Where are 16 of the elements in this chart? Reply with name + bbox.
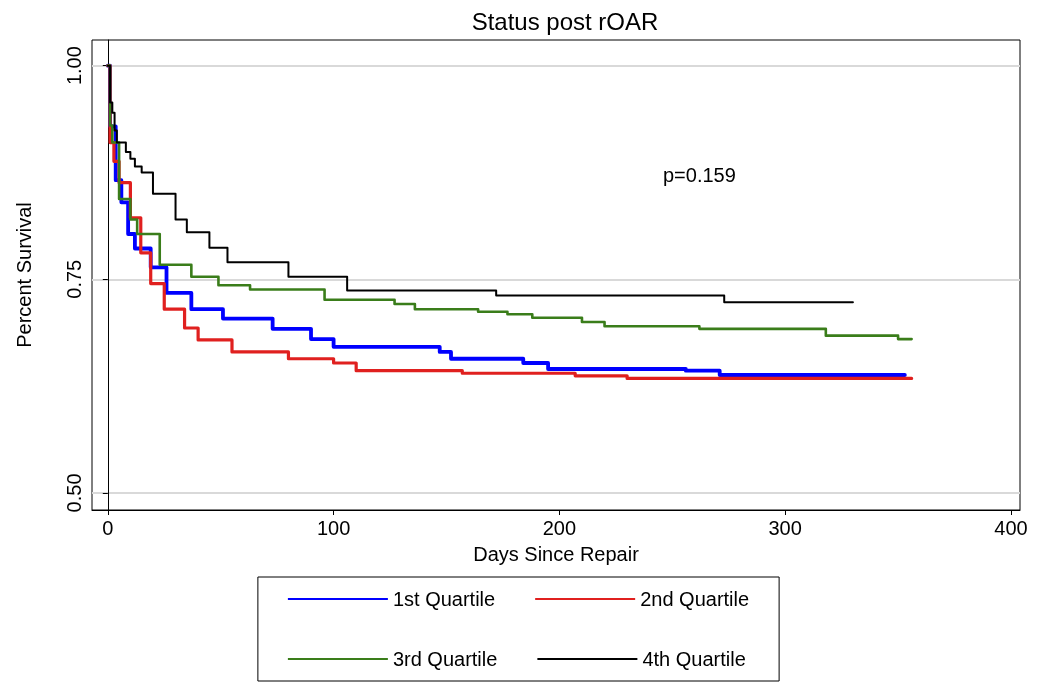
x-tick-label: 0 (102, 517, 114, 539)
y-tick-label: 1.00 (63, 46, 85, 86)
legend-label: 1st Quartile (392, 588, 496, 610)
legend-label: 2nd Quartile (640, 588, 750, 610)
x-tick-label: 300 (768, 517, 802, 539)
chart-title: Status post rOAR (471, 7, 659, 35)
legend-label: 4th Quartile (642, 648, 746, 670)
x-axis-title: Days Since Repair (473, 543, 640, 565)
x-tick-label: 100 (316, 517, 351, 539)
y-tick-label: 0.75 (63, 259, 85, 299)
y-axis-title: Percent Survival (13, 202, 35, 348)
y-tick-label: 0.50 (63, 473, 85, 513)
annotation: p=0.159 (663, 164, 736, 186)
x-tick-label: 200 (542, 517, 577, 539)
x-tick-label: 400 (994, 517, 1028, 539)
legend-label: 3rd Quartile (392, 648, 498, 670)
